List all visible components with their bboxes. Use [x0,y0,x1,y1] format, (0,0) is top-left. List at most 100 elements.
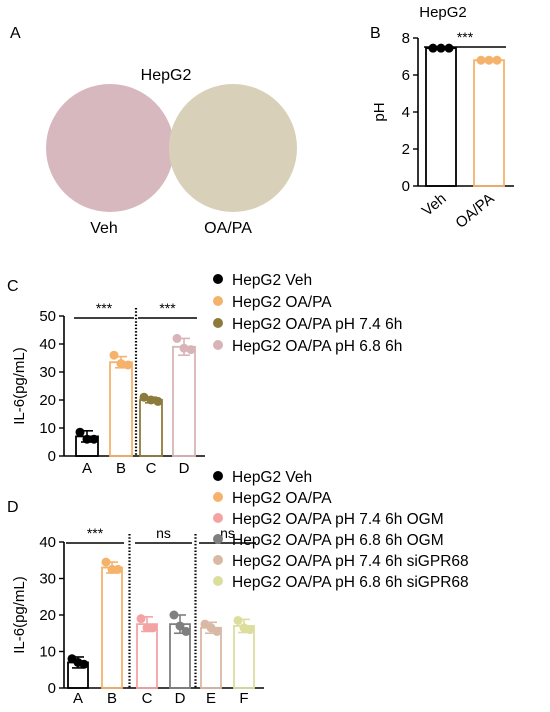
data-point [116,359,126,369]
legend-marker [213,555,223,565]
y-tick-label: 20 [39,392,56,409]
bar [233,625,255,689]
data-point [175,621,185,631]
bar [139,399,163,457]
x-tick-label: F [239,690,248,707]
legend-label: HepG2 OA/PA [232,490,332,507]
y-tick-label: 20 [39,607,56,624]
legend-marker [213,576,223,586]
bar [172,345,196,457]
circle-oapa [169,84,297,212]
x-tick-label: OA/PA [452,190,497,232]
panel-a: A HepG2 Veh OA/PA [10,25,297,237]
y-tick-label: 2 [402,141,410,158]
data-point [476,55,486,65]
circle-oapa-label: OA/PA [204,220,252,237]
x-tick-label: C [142,690,153,707]
data-point [89,434,99,444]
legend-label: HepG2 OA/PA pH 6.8 6h OGM [232,532,444,549]
panel-a-letter: A [10,25,21,42]
y-tick-label: 30 [39,571,56,588]
data-point [492,55,502,65]
legend-label: HepG2 OA/PA pH 7.4 6h siGPR68 [232,553,469,570]
data-point [428,43,438,53]
y-tick-label: 10 [39,644,56,661]
bar [136,623,158,689]
legend-label: HepG2 Veh [232,272,312,289]
panel-b: B HepG2 0 2 4 6 8 pH Veh OA/PA *** [370,4,514,232]
y-tick-label: 40 [39,534,56,551]
legend-marker [213,492,223,502]
x-tick-label: A [82,460,92,477]
y-tick-label: 50 [39,308,56,325]
legend-marker [213,296,223,306]
legend-label: HepG2 OA/PA pH 6.8 6h siGPR68 [232,574,469,591]
data-point [82,434,92,444]
circle-veh-label: Veh [90,220,118,237]
data-point [153,396,163,406]
bar [101,566,123,689]
data-point [136,614,146,624]
legend-marker [213,274,223,284]
bar [109,361,133,457]
panel-b-letter: B [370,25,381,42]
data-point [123,360,133,370]
panel-a-title: HepG2 [141,67,192,84]
data-point [109,350,119,360]
data-point [186,345,196,355]
y-tick-label: 4 [402,104,410,121]
significance-label: *** [159,300,176,316]
x-tick-label: A [73,690,83,707]
legend-label: HepG2 OA/PA pH 6.8 6h [232,338,402,355]
data-point [169,610,179,620]
data-point [146,395,156,405]
data-point [436,43,446,53]
y-tick-label: 0 [402,178,410,195]
data-point [142,623,152,633]
y-tick-label: 6 [402,67,410,84]
legend-marker [213,534,223,544]
data-point [239,623,249,633]
data-point [484,55,494,65]
bar [200,626,222,689]
x-tick-label: E [206,690,216,707]
bar [473,59,505,187]
x-tick-label: D [175,690,186,707]
y-axis-label: pH [371,102,388,121]
significance-label: ns [220,525,235,541]
legend-marker [213,318,223,328]
data-point [444,43,454,53]
legend-marker [213,471,223,481]
y-tick-label: 8 [402,30,410,47]
legend-label: HepG2 Veh [232,469,312,486]
significance-label: ns [156,525,171,541]
y-tick-label: 40 [39,336,56,353]
data-point [139,392,149,402]
y-axis-label: IL-6(pg/mL) [11,347,28,425]
legend-marker [213,340,223,350]
significance-label: *** [96,300,113,316]
circle-veh [46,84,174,212]
significance-label: *** [87,525,104,541]
y-tick-label: 0 [48,680,56,697]
y-axis-label: IL-6(pg/mL) [11,576,28,654]
data-point [179,343,189,353]
legend-marker [213,513,223,523]
data-point [172,333,182,343]
y-tick-label: 30 [39,364,56,381]
legend-label: HepG2 OA/PA pH 7.4 6h [232,316,402,333]
panel-c: C 0 10 20 30 40 50 IL-6(pg/mL) A B C D *** *** HepG2 V… [7,272,402,477]
data-point [73,657,83,667]
chart-title: HepG2 [419,4,467,21]
data-point [233,615,243,625]
x-tick-label: Veh [419,190,450,220]
x-tick-label: B [116,460,126,477]
panel-c-letter: C [7,278,19,295]
data-point [206,623,216,633]
legend-label: HepG2 OA/PA [232,294,332,311]
data-point [181,626,191,636]
panel-d-letter: D [7,499,19,516]
legend-label: HepG2 OA/PA pH 7.4 6h OGM [232,511,444,528]
